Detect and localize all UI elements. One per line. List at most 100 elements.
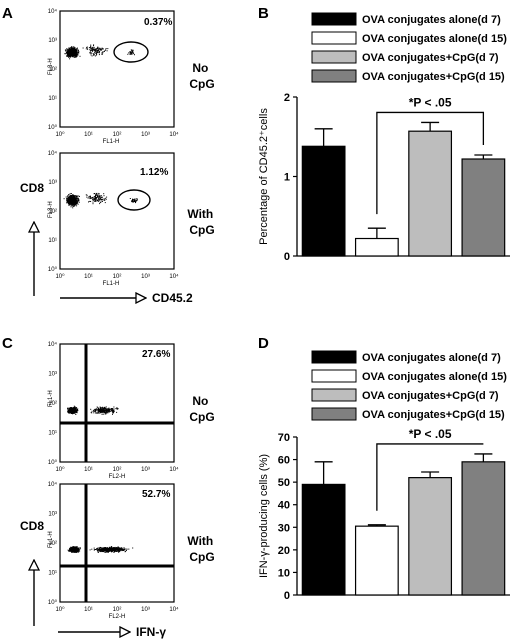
event-dot <box>115 548 117 549</box>
event-dot <box>105 406 107 408</box>
event-dot <box>76 202 77 204</box>
x-decade-label: 10¹ <box>84 274 93 280</box>
plot-frame <box>59 152 175 270</box>
event-dot <box>70 193 72 194</box>
condition-label: No CpG <box>189 394 214 424</box>
event-dot <box>76 47 78 49</box>
x-decade-label: 10³ <box>141 132 150 138</box>
event-dot <box>94 198 96 199</box>
condition-label: No CpG <box>189 61 214 91</box>
event-dot <box>102 409 104 411</box>
event-dot <box>69 548 71 550</box>
event-dot <box>64 49 66 51</box>
event-dot <box>99 549 101 551</box>
event-dot <box>67 199 69 201</box>
event-dot <box>133 199 135 200</box>
event-dot <box>99 546 101 548</box>
event-dot <box>111 548 113 550</box>
event-dot <box>75 201 77 203</box>
event-dot <box>71 204 73 206</box>
event-dot <box>65 49 67 51</box>
event-dot <box>107 550 109 552</box>
event-dot <box>89 52 91 54</box>
event-dot <box>97 199 99 201</box>
event-dot <box>98 52 100 54</box>
event-dot <box>97 51 99 53</box>
event-dot <box>131 53 133 55</box>
event-dot <box>79 547 81 549</box>
event-dot <box>71 548 73 550</box>
legend-b: OVA conjugates alone(d 7) OVA conjugates … <box>311 12 507 83</box>
y-decade-label: 10⁰ <box>48 266 58 273</box>
event-dot <box>69 199 71 201</box>
event-dot <box>107 547 109 549</box>
event-dot <box>93 409 95 411</box>
event-dot <box>65 196 67 198</box>
event-dot <box>133 200 135 202</box>
event-dot <box>72 50 74 52</box>
panel-label-d: D <box>258 335 269 352</box>
event-dot <box>78 198 80 200</box>
event-dot <box>96 406 98 408</box>
event-dot <box>74 50 76 52</box>
event-dot <box>67 198 69 200</box>
event-dot <box>73 47 75 49</box>
x-decade-label: 10⁴ <box>169 466 179 473</box>
legend-label: OVA conjugates alone(d 7) <box>362 352 501 364</box>
event-dot <box>70 408 72 409</box>
event-dot <box>76 549 78 551</box>
event-dot <box>114 550 116 552</box>
event-dot <box>109 549 111 550</box>
legend-label: OVA conjugates alone(d 7) <box>362 14 501 26</box>
event-dot <box>69 549 71 551</box>
event-dot <box>77 200 79 202</box>
event-dot <box>66 199 68 201</box>
event-dot <box>132 200 134 202</box>
event-dot <box>72 55 74 57</box>
event-dot <box>79 195 80 197</box>
event-dot <box>70 203 72 205</box>
event-dot <box>98 198 100 200</box>
legend-swatch <box>311 407 357 421</box>
event-dot <box>105 48 107 49</box>
event-dot <box>89 549 91 551</box>
event-dot <box>101 53 103 55</box>
event-dot <box>101 197 103 199</box>
event-dot <box>96 548 98 550</box>
event-dot <box>101 410 103 412</box>
event-dot <box>97 200 99 202</box>
bar <box>408 477 453 596</box>
event-dot <box>97 412 99 414</box>
event-dot <box>71 51 73 53</box>
y-decade-label: 10² <box>48 67 57 73</box>
event-dot <box>101 550 103 552</box>
event-dot <box>104 202 106 204</box>
event-dot <box>105 49 107 51</box>
event-dot <box>89 50 91 52</box>
plot-frame <box>59 10 175 128</box>
y-decade-label: 10⁰ <box>48 459 58 466</box>
event-dot <box>106 550 108 552</box>
event-dot <box>118 548 120 550</box>
event-dot <box>116 408 118 410</box>
event-dot <box>109 408 111 410</box>
legend-swatch <box>311 12 357 26</box>
event-dot <box>99 408 101 410</box>
axis-label-y: FL1-H <box>48 531 54 548</box>
event-dot <box>75 201 77 203</box>
event-dot <box>74 197 76 199</box>
event-dot <box>70 409 72 410</box>
event-dot <box>93 48 95 50</box>
event-dot <box>125 550 127 551</box>
event-dot <box>107 412 109 414</box>
event-dot <box>112 412 114 414</box>
event-dot <box>68 200 69 202</box>
event-dot <box>94 409 96 410</box>
event-dot <box>94 55 96 57</box>
event-dot <box>99 412 101 414</box>
event-dot <box>78 551 80 553</box>
event-dot <box>106 549 108 551</box>
event-dot <box>105 549 107 551</box>
event-dot <box>68 410 69 412</box>
x-decade-label: 10⁴ <box>169 606 179 613</box>
